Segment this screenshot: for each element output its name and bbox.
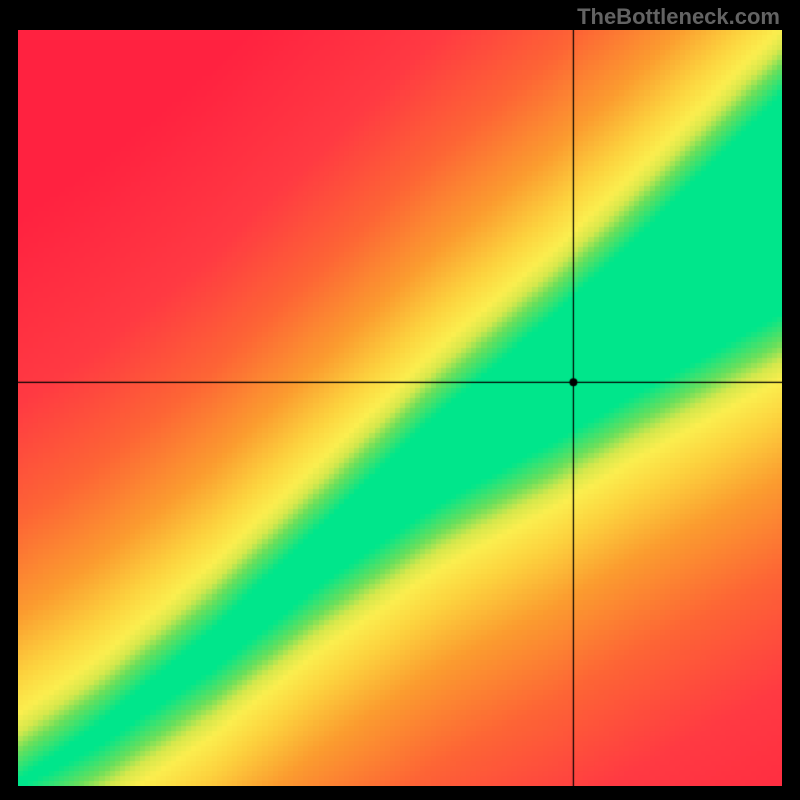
watermark-text: TheBottleneck.com xyxy=(577,4,780,30)
bottleneck-heatmap xyxy=(18,30,782,786)
chart-container: TheBottleneck.com xyxy=(0,0,800,800)
